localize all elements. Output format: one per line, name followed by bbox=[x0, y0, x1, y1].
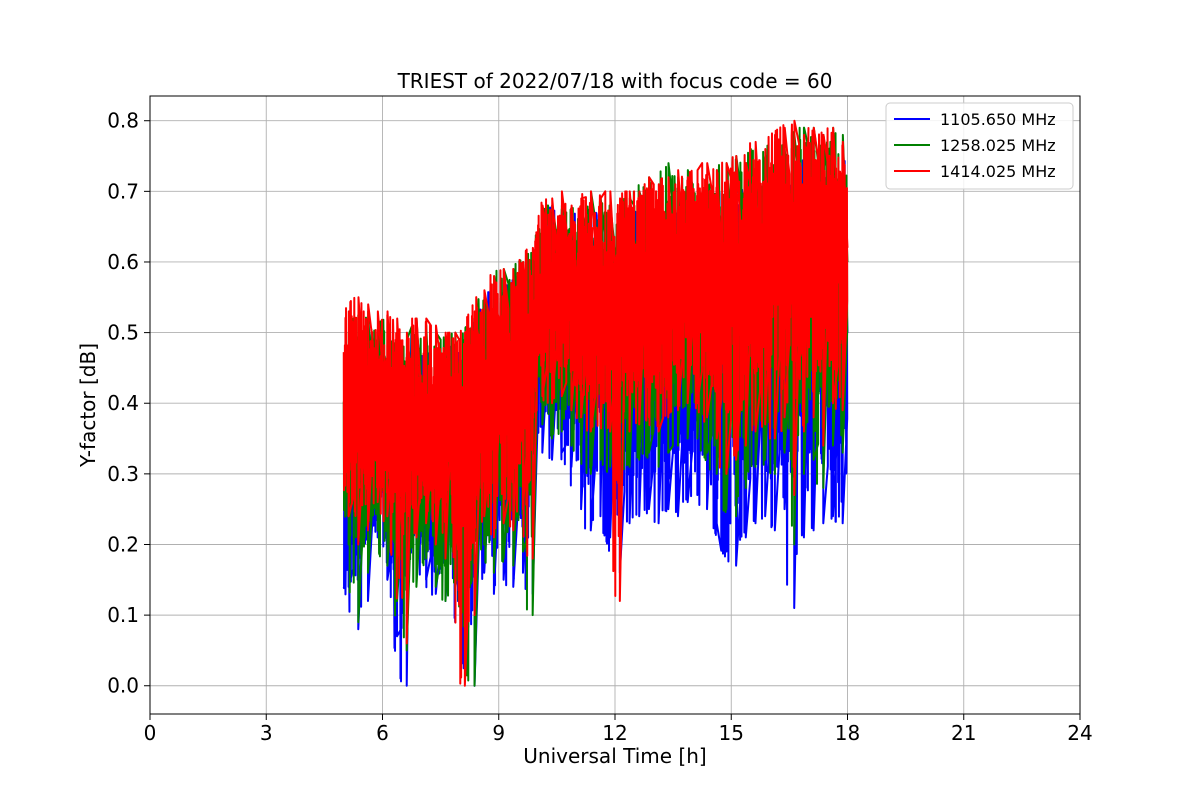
legend-label: 1414.025 MHz bbox=[940, 162, 1056, 181]
x-tick-label: 24 bbox=[1067, 721, 1092, 745]
x-tick-label: 9 bbox=[492, 721, 505, 745]
legend-label: 1258.025 MHz bbox=[940, 136, 1056, 155]
y-tick-label: 0.3 bbox=[107, 462, 139, 486]
y-tick-label: 0.7 bbox=[107, 179, 139, 203]
x-tick-label: 0 bbox=[144, 721, 157, 745]
series-line bbox=[342, 119, 849, 687]
x-tick-label: 18 bbox=[835, 721, 860, 745]
y-tick-label: 0.5 bbox=[107, 321, 139, 345]
y-tick-label: 0.0 bbox=[107, 674, 139, 698]
x-tick-label: 3 bbox=[260, 721, 273, 745]
y-tick-label: 0.2 bbox=[107, 532, 139, 556]
y-axis-label: Y-factor [dB] bbox=[76, 343, 100, 468]
x-tick-label: 6 bbox=[376, 721, 389, 745]
legend-label: 1105.650 MHz bbox=[940, 110, 1056, 129]
series-layer bbox=[342, 119, 849, 687]
y-tick-label: 0.6 bbox=[107, 250, 139, 274]
x-tick-label: 15 bbox=[719, 721, 744, 745]
x-axis-label: Universal Time [h] bbox=[523, 744, 706, 768]
y-tick-label: 0.4 bbox=[107, 391, 139, 415]
x-tick-label: 21 bbox=[951, 721, 976, 745]
y-tick-label: 0.8 bbox=[107, 109, 139, 133]
legend-frame bbox=[885, 102, 1074, 190]
y-tick-label: 0.1 bbox=[107, 603, 139, 627]
chart-title: TRIEST of 2022/07/18 with focus code = 6… bbox=[397, 69, 833, 93]
x-ticks: 0 3 6 9 12 15 18 21 24 bbox=[144, 714, 1093, 745]
x-tick-label: 12 bbox=[602, 721, 627, 745]
y-ticks: 0.0 0.1 0.2 0.3 0.4 0.5 0.6 0.7 0.8 bbox=[107, 109, 150, 698]
legend: 1105.650 MHz 1258.025 MHz 1414.025 MHz bbox=[885, 102, 1074, 190]
